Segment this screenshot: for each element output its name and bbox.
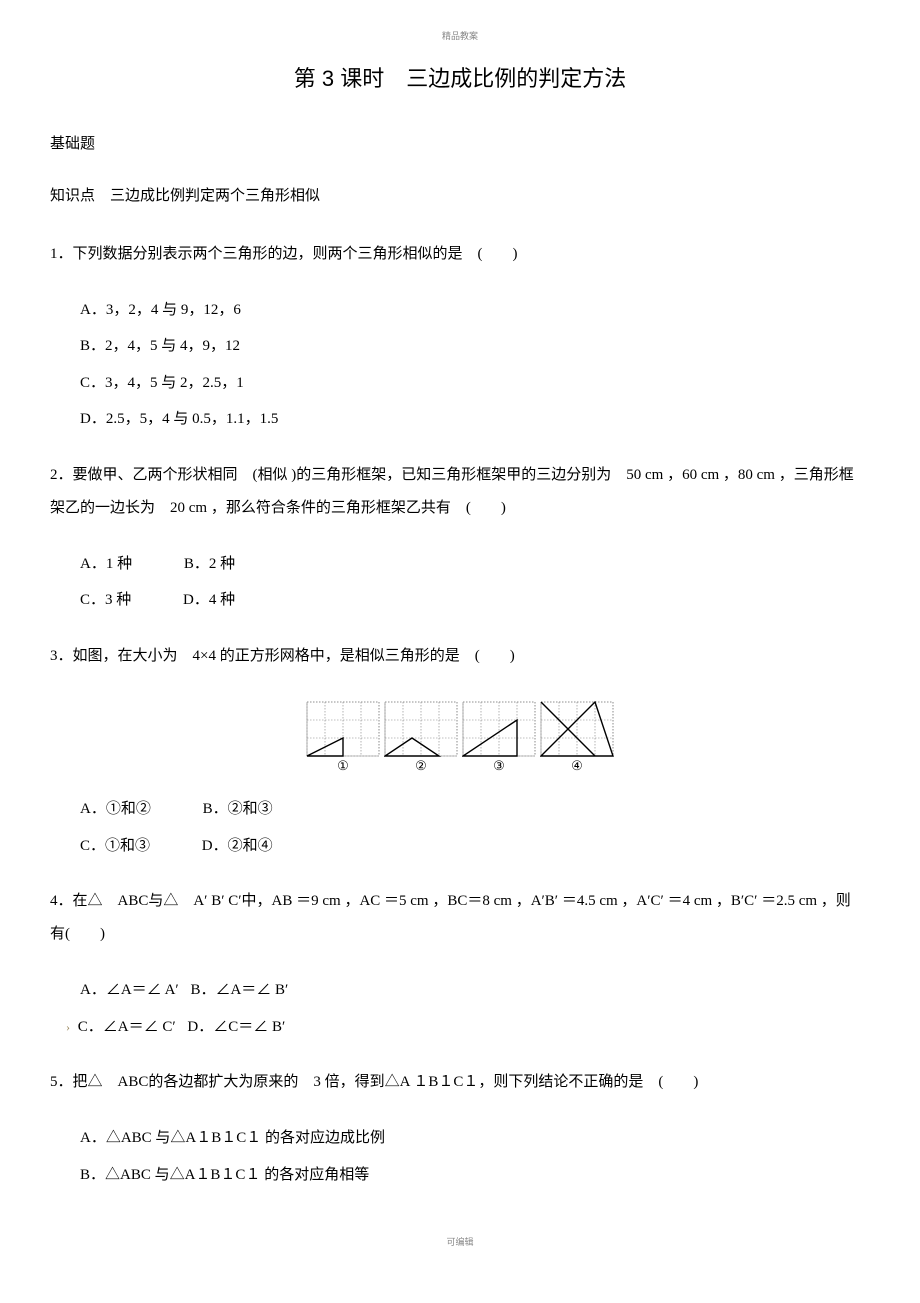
q1-opt-b: B．2，4，5 与 4，9，12 bbox=[50, 335, 870, 358]
q4-stem: 4．在△ ABC与△ A′ B′ C′中，AB ＝9 cm ，AC ＝5 cm … bbox=[50, 885, 870, 918]
grid-panel: ② bbox=[384, 701, 458, 775]
q4-opt-a: A．∠A＝∠ A′ bbox=[80, 979, 179, 1002]
grid-panel: ① bbox=[306, 701, 380, 775]
q3-opt-d: D．②和④ bbox=[202, 835, 273, 858]
page-title: 第 3 课时 三边成比例的判定方法 bbox=[50, 62, 870, 95]
grid-panel: ③ bbox=[462, 701, 536, 775]
q4-opt-c: C．∠A＝∠ C′ bbox=[78, 1016, 176, 1039]
q4-bullet-marker: › bbox=[66, 1020, 70, 1034]
svg-text:④: ④ bbox=[571, 758, 583, 773]
q1-opt-a: A．3，2，4 与 9，12，6 bbox=[50, 299, 870, 322]
q3-figure: ① ② ③ ④ bbox=[50, 701, 870, 783]
q4-stem-b: 有( ) bbox=[50, 918, 870, 951]
q3-opt-a: A．①和② bbox=[80, 798, 151, 821]
q4-opt-d: D．∠C＝∠ B′ bbox=[187, 1016, 285, 1039]
q3-opt-c: C．①和③ bbox=[80, 835, 150, 858]
q3-opt-b: B．②和③ bbox=[203, 798, 273, 821]
q4-opts-row1: A．∠A＝∠ A′ B．∠A＝∠ B′ bbox=[50, 979, 870, 1002]
grid-panel: ④ bbox=[540, 701, 614, 775]
q2-opt-c: C．3 种 bbox=[80, 589, 131, 612]
page-footer-small: 可编辑 bbox=[50, 1236, 870, 1250]
svg-text:②: ② bbox=[415, 758, 427, 773]
q1-stem: 1．下列数据分别表示两个三角形的边，则两个三角形相似的是 ( ) bbox=[50, 238, 870, 271]
q3-stem: 3．如图，在大小为 4×4 的正方形网格中，是相似三角形的是 ( ) bbox=[50, 640, 870, 673]
q1-opt-c: C．3，4，5 与 2，2.5，1 bbox=[50, 372, 870, 395]
q5-opt-a: A．△ABC 与△A１B１C１ 的各对应边成比例 bbox=[50, 1127, 870, 1150]
q1-opt-d: D．2.5，5，4 与 0.5，1.1，1.5 bbox=[50, 408, 870, 431]
q3-opts-row1: A．①和② B．②和③ bbox=[50, 798, 870, 821]
q2-stem-b: 架乙的一边长为 20 cm ，那么符合条件的三角形框架乙共有 ( ) bbox=[50, 492, 870, 525]
q4-opt-b: B．∠A＝∠ B′ bbox=[190, 979, 288, 1002]
q4-opts-row2: › C．∠A＝∠ C′ D．∠C＝∠ B′ bbox=[50, 1016, 870, 1039]
q2-stem-a: 2．要做甲、乙两个形状相同 (相似 )的三角形框架，已知三角形框架甲的三边分别为… bbox=[50, 459, 870, 492]
section-label: 基础题 bbox=[50, 133, 870, 156]
q3-opts-row2: C．①和③ D．②和④ bbox=[50, 835, 870, 858]
q5-stem: 5．把△ ABC的各边都扩大为原来的 3 倍，得到△A １B１C１，则下列结论不… bbox=[50, 1066, 870, 1099]
q2-opt-d: D．4 种 bbox=[183, 589, 235, 612]
q2-opt-a: A．1 种 bbox=[80, 553, 132, 576]
svg-text:③: ③ bbox=[493, 758, 505, 773]
q5-opt-b: B．△ABC 与△A１B１C１ 的各对应角相等 bbox=[50, 1164, 870, 1187]
q2-opt-b: B．2 种 bbox=[184, 553, 235, 576]
q2-opts-row2: C．3 种 D．4 种 bbox=[50, 589, 870, 612]
knowledge-point: 知识点 三边成比例判定两个三角形相似 bbox=[50, 185, 870, 208]
svg-text:①: ① bbox=[337, 758, 349, 773]
page-header-small: 精品教案 bbox=[50, 30, 870, 44]
q2-opts-row1: A．1 种 B．2 种 bbox=[50, 553, 870, 576]
